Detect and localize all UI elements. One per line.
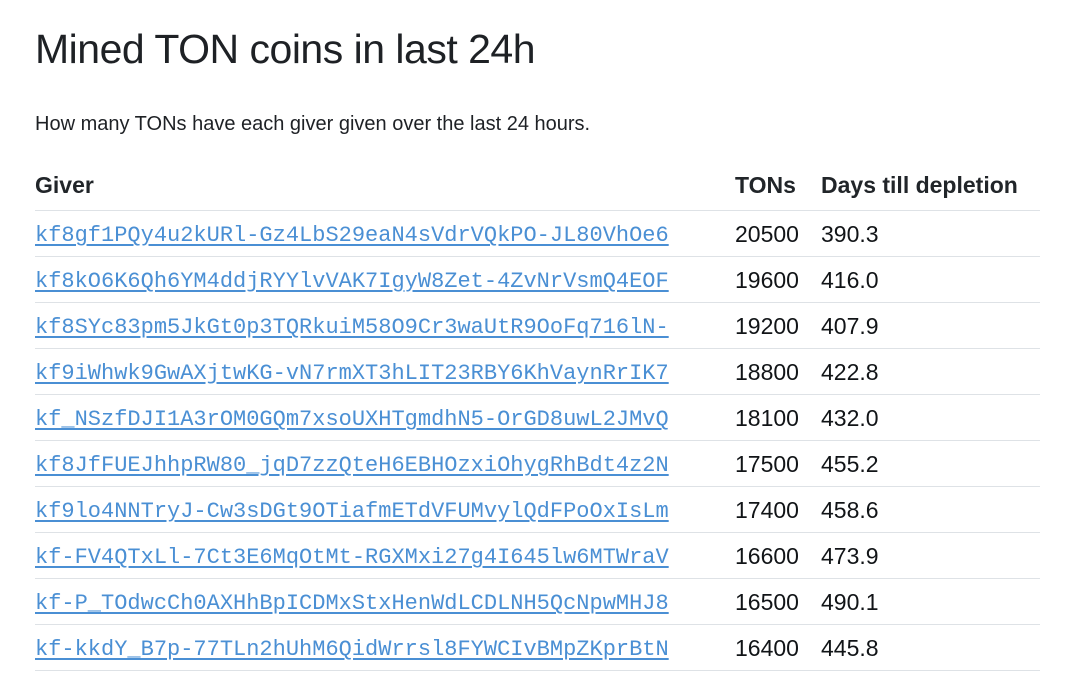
table-row: kf8gf1PQy4u2kURl-Gz4LbS29eaN4sVdrVQkPO-J… bbox=[35, 210, 1040, 258]
tons-value: 17500 bbox=[735, 440, 821, 488]
table-header-row: Giver TONs Days till depletion bbox=[35, 172, 1040, 212]
page-title: Mined TON coins in last 24h bbox=[35, 26, 536, 72]
tons-value: 16500 bbox=[735, 578, 821, 626]
giver-link[interactable]: kf-FV4QTxLl-7Ct3E6MqOtMt-RGXMxi27g4I645l… bbox=[35, 545, 669, 571]
days-value: 390.3 bbox=[821, 210, 1040, 258]
tons-value: 18800 bbox=[735, 348, 821, 396]
giver-cell: kf_NSzfDJI1A3rOM0GQm7xsoUXHTgmdhN5-OrGD8… bbox=[35, 394, 735, 442]
giver-link[interactable]: kf8JfFUEJhhpRW80_jqD7zzQteH6EBHOzxiOhygR… bbox=[35, 453, 669, 479]
giver-link[interactable]: kf_NSzfDJI1A3rOM0GQm7xsoUXHTgmdhN5-OrGD8… bbox=[35, 407, 669, 433]
table-row: kf8JfFUEJhhpRW80_jqD7zzQteH6EBHOzxiOhygR… bbox=[35, 440, 1040, 488]
days-value: 458.6 bbox=[821, 486, 1040, 534]
days-value: 416.0 bbox=[821, 256, 1040, 304]
giver-link[interactable]: kf8gf1PQy4u2kURl-Gz4LbS29eaN4sVdrVQkPO-J… bbox=[35, 223, 669, 249]
days-value: 490.1 bbox=[821, 578, 1040, 626]
giver-link[interactable]: kf-P_TOdwcCh0AXHhBpICDMxStxHenWdLCDLNH5Q… bbox=[35, 591, 669, 617]
giver-link[interactable]: kf8kO6K6Qh6YM4ddjRYYlvVAK7IgyW8Zet-4ZvNr… bbox=[35, 269, 669, 295]
table-row: kf9iWhwk9GwAXjtwKG-vN7rmXT3hLIT23RBY6KhV… bbox=[35, 348, 1040, 396]
giver-cell: kf9lo4NNTryJ-Cw3sDGt9OTiafmETdVFUMvylQdF… bbox=[35, 486, 735, 534]
tons-value: 17400 bbox=[735, 486, 821, 534]
giver-link[interactable]: kf9iWhwk9GwAXjtwKG-vN7rmXT3hLIT23RBY6KhV… bbox=[35, 361, 669, 387]
giver-link[interactable]: kf-kkdY_B7p-77TLn2hUhM6QidWrrsl8FYWCIvBM… bbox=[35, 637, 669, 663]
tons-value: 19200 bbox=[735, 302, 821, 350]
giver-cell: kf8SYc83pm5JkGt0p3TQRkuiM58O9Cr3waUtR9Oo… bbox=[35, 302, 735, 350]
tons-value: 16400 bbox=[735, 624, 821, 672]
days-value: 407.9 bbox=[821, 302, 1040, 350]
giver-cell: kf8gf1PQy4u2kURl-Gz4LbS29eaN4sVdrVQkPO-J… bbox=[35, 210, 735, 258]
giver-cell: kf-kkdY_B7p-77TLn2hUhM6QidWrrsl8FYWCIvBM… bbox=[35, 624, 735, 672]
page-subtitle: How many TONs have each giver given over… bbox=[35, 113, 591, 136]
givers-table: Giver TONs Days till depletion kf8gf1PQy… bbox=[35, 172, 1040, 672]
days-value: 432.0 bbox=[821, 394, 1040, 442]
days-value: 445.8 bbox=[821, 624, 1040, 672]
tons-value: 19600 bbox=[735, 256, 821, 304]
tons-value: 20500 bbox=[735, 210, 821, 258]
giver-cell: kf8kO6K6Qh6YM4ddjRYYlvVAK7IgyW8Zet-4ZvNr… bbox=[35, 256, 735, 304]
table-row: kf-P_TOdwcCh0AXHhBpICDMxStxHenWdLCDLNH5Q… bbox=[35, 578, 1040, 626]
days-value: 455.2 bbox=[821, 440, 1040, 488]
giver-cell: kf9iWhwk9GwAXjtwKG-vN7rmXT3hLIT23RBY6KhV… bbox=[35, 348, 735, 396]
giver-cell: kf-FV4QTxLl-7Ct3E6MqOtMt-RGXMxi27g4I645l… bbox=[35, 532, 735, 580]
days-value: 473.9 bbox=[821, 532, 1040, 580]
table-row: kf9lo4NNTryJ-Cw3sDGt9OTiafmETdVFUMvylQdF… bbox=[35, 486, 1040, 534]
tons-value: 18100 bbox=[735, 394, 821, 442]
tons-value: 16600 bbox=[735, 532, 821, 580]
giver-link[interactable]: kf8SYc83pm5JkGt0p3TQRkuiM58O9Cr3waUtR9Oo… bbox=[35, 315, 669, 341]
days-value: 422.8 bbox=[821, 348, 1040, 396]
table-row: kf-kkdY_B7p-77TLn2hUhM6QidWrrsl8FYWCIvBM… bbox=[35, 624, 1040, 672]
table-row: kf8SYc83pm5JkGt0p3TQRkuiM58O9Cr3waUtR9Oo… bbox=[35, 302, 1040, 350]
table-row: kf-FV4QTxLl-7Ct3E6MqOtMt-RGXMxi27g4I645l… bbox=[35, 532, 1040, 580]
column-header-tons: TONs bbox=[735, 172, 821, 212]
giver-cell: kf-P_TOdwcCh0AXHhBpICDMxStxHenWdLCDLNH5Q… bbox=[35, 578, 735, 626]
giver-cell: kf8JfFUEJhhpRW80_jqD7zzQteH6EBHOzxiOhygR… bbox=[35, 440, 735, 488]
table-row: kf8kO6K6Qh6YM4ddjRYYlvVAK7IgyW8Zet-4ZvNr… bbox=[35, 256, 1040, 304]
column-header-days: Days till depletion bbox=[821, 172, 1040, 212]
giver-link[interactable]: kf9lo4NNTryJ-Cw3sDGt9OTiafmETdVFUMvylQdF… bbox=[35, 499, 669, 525]
table-row: kf_NSzfDJI1A3rOM0GQm7xsoUXHTgmdhN5-OrGD8… bbox=[35, 394, 1040, 442]
column-header-giver: Giver bbox=[35, 172, 735, 212]
